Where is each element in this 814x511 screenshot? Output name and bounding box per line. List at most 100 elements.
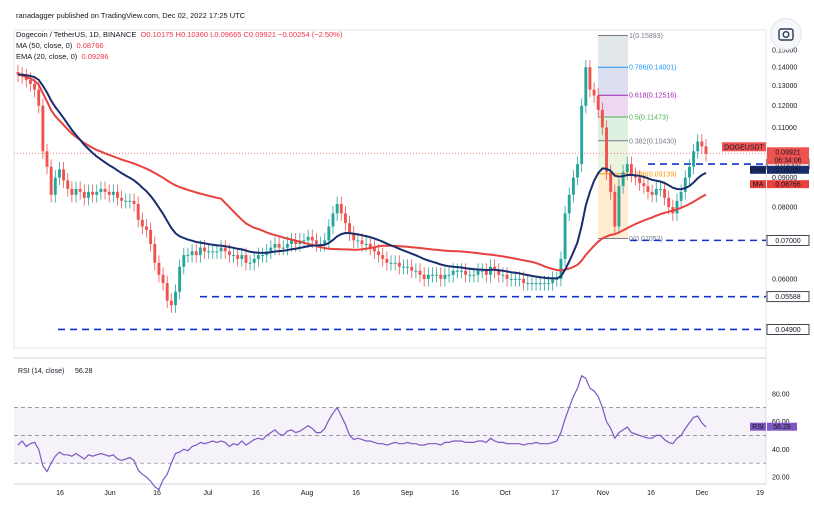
candle-body (356, 240, 360, 242)
price-tick-label: 0.15000 (772, 47, 797, 54)
candle-body (609, 172, 613, 192)
candle-body (629, 164, 633, 175)
candle-body (302, 240, 306, 242)
rsi-title: RSI (14, close) (18, 368, 64, 375)
fib-zone (598, 35, 628, 68)
ma-legend-label: MA (50, close, 0) (16, 41, 73, 50)
time-tick-label: Sep (401, 490, 414, 497)
candle-body (215, 251, 219, 253)
candle-body (198, 247, 202, 256)
candle-body (33, 83, 37, 90)
time-tick-label: 16 (252, 490, 260, 497)
candle-body (530, 283, 534, 285)
ma-50-line (17, 73, 707, 272)
candle-body (534, 283, 538, 285)
countdown-label: 06:34:06 (774, 157, 801, 164)
candle-body (327, 226, 331, 241)
candle-body (248, 262, 252, 264)
candle-body (186, 255, 190, 257)
candle-body (211, 251, 215, 253)
candle-body (547, 283, 550, 285)
candle-body (269, 247, 273, 252)
candle-body (696, 141, 700, 152)
ema-legend[interactable]: EMA (20, close, 0) 0.09286 (16, 52, 109, 61)
candle-body (468, 274, 472, 276)
candle-body (679, 191, 683, 201)
candle-body (66, 180, 70, 189)
candle-body (45, 151, 49, 167)
rsi-legend-value: 56.28 (75, 368, 93, 375)
candle-body (493, 266, 497, 271)
candle-body (281, 247, 285, 249)
ma-legend[interactable]: MA (50, close, 0) 0.08766 (16, 41, 104, 50)
candle-body (559, 258, 563, 279)
candle-body (240, 255, 244, 259)
candle-body (364, 243, 368, 245)
candle-body (505, 274, 509, 279)
candle-body (484, 270, 488, 275)
symbol-name: Dogecoin / TetherUS, 1D, BINANCE (16, 30, 137, 39)
fib-zone (598, 67, 628, 96)
candle-body (571, 177, 575, 195)
time-tick-label: 16 (647, 490, 655, 497)
candle-body (157, 262, 161, 275)
candle-body (439, 274, 443, 279)
candle-body (16, 71, 20, 75)
candle-body (194, 251, 198, 256)
candle-body (174, 291, 177, 306)
candle-body (78, 188, 82, 192)
candle-body (472, 274, 476, 276)
candle-body (335, 203, 339, 214)
candle-body (592, 89, 596, 96)
candle-body (219, 247, 223, 252)
level-price-label: 0.05588 (775, 294, 800, 301)
ma-tag-label: MA (753, 182, 764, 189)
candle-body (310, 236, 314, 241)
candle-body (261, 255, 264, 257)
ema-value-tag (767, 165, 809, 174)
ema-20-line (17, 73, 707, 280)
candle-body (41, 105, 45, 152)
candle-body (252, 258, 256, 263)
candle-body (107, 191, 111, 195)
tradingview-logo-icon[interactable] (770, 18, 802, 50)
candle-body (103, 188, 107, 192)
candle-body (658, 188, 662, 190)
level-price-label: 0.09500 (775, 162, 800, 169)
ema-tag-label: EMA (750, 167, 766, 174)
candle-body (683, 177, 687, 192)
candle-body (393, 262, 397, 264)
candle-body (161, 274, 165, 284)
candle-body (140, 219, 144, 227)
time-tick-label: Aug (301, 490, 314, 497)
candle-body (82, 191, 86, 198)
price-tick-label: 0.13000 (772, 83, 797, 90)
rsi-value-tag (767, 422, 797, 431)
candle-body (476, 270, 480, 275)
time-tick-label: 17 (551, 490, 559, 497)
candle-body (675, 200, 679, 214)
candle-body (49, 166, 53, 195)
candle-body (111, 191, 115, 195)
price-tick-label: 0.09000 (772, 175, 797, 182)
level-price-label: 0.07000 (775, 238, 800, 245)
candle-body (455, 270, 459, 272)
level-price-label: 0.04900 (775, 327, 800, 334)
candle-body (406, 266, 410, 268)
candle-body (410, 266, 414, 271)
candle-body (232, 255, 235, 257)
candle-body (348, 223, 352, 234)
candle-body (576, 164, 579, 178)
ema-tag (750, 165, 766, 174)
candle-body (667, 197, 671, 208)
fib-zone (598, 95, 628, 117)
candle-body (227, 251, 231, 256)
candle-body (605, 127, 608, 173)
candle-body (447, 274, 451, 276)
candle-body (422, 274, 426, 279)
candle-body (306, 236, 310, 241)
rsi-tick-label: 40.00 (772, 447, 790, 454)
candle-body (443, 274, 447, 279)
rsi-line (17, 374, 707, 491)
